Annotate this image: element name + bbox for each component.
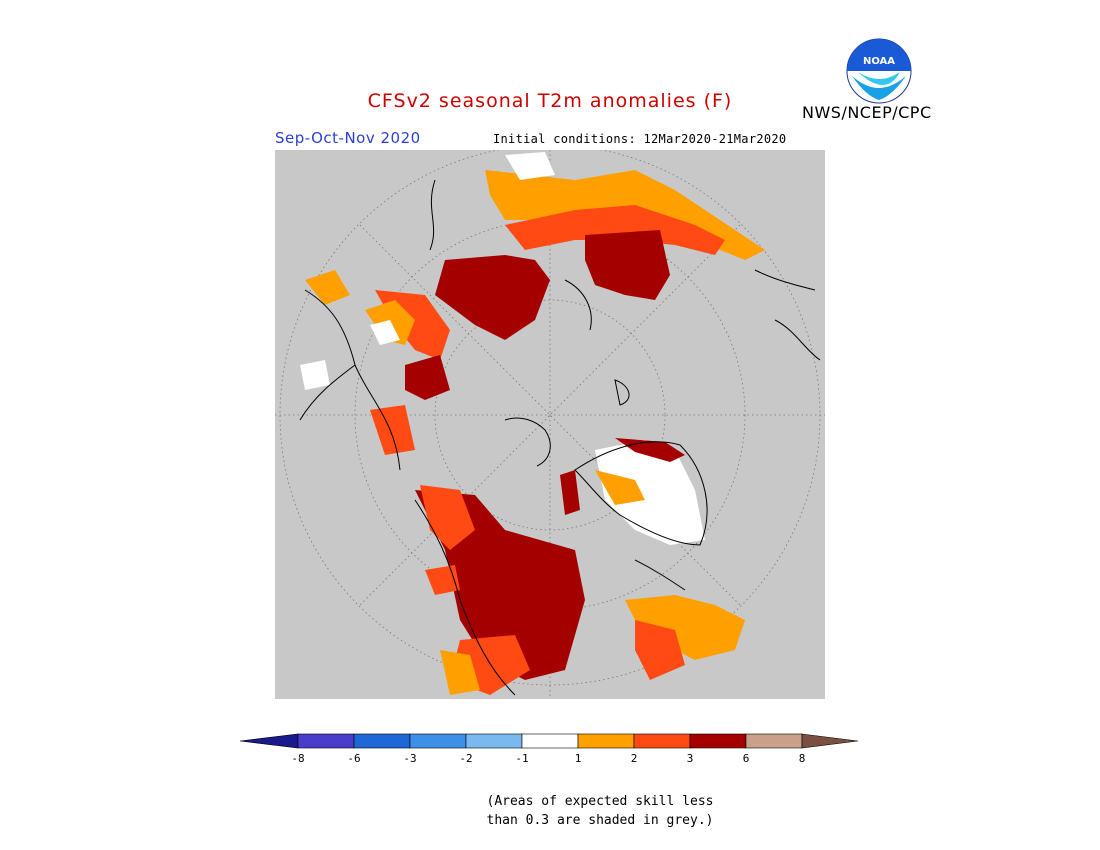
colorbar-bin <box>409 733 467 749</box>
colorbar-tick-label: 1 <box>575 752 582 765</box>
colorbar-bin <box>465 733 523 749</box>
colorbar-tick-label: -2 <box>459 752 472 765</box>
colorbar-tick-label: 6 <box>743 752 750 765</box>
skill-note: (Areas of expected skill less than 0.3 a… <box>470 792 730 830</box>
skill-note-line-2: than 0.3 are shaded in grey.) <box>486 813 714 828</box>
colorbar-tick-label: -1 <box>515 752 528 765</box>
colorbar-bin <box>633 733 691 749</box>
colorbar-tick-label: 2 <box>631 752 638 765</box>
colorbar-tick-label: 8 <box>799 752 806 765</box>
coastlines <box>299 179 821 696</box>
anomaly-patches <box>300 152 765 695</box>
anomaly-white-mediterranean <box>370 320 400 345</box>
noaa-logo-text: NOAA <box>863 56 895 67</box>
colorbar-bin <box>521 733 579 749</box>
skill-note-line-1: (Areas of expected skill less <box>486 794 714 809</box>
noaa-logo: NOAA <box>846 38 912 104</box>
initial-conditions-label: Initial conditions: 12Mar2020-21Mar2020 <box>493 132 787 146</box>
polar-map <box>275 150 825 699</box>
colorbar-bin <box>353 733 411 749</box>
anomaly-orange-africa-nw <box>305 270 350 305</box>
colorbar-legend: -8 -6 -3 -2 -1 1 2 3 6 8 <box>239 733 859 765</box>
colorbar-bin <box>297 733 355 749</box>
anomaly-red-africa <box>370 405 415 455</box>
colorbar-bin <box>801 733 859 749</box>
anomaly-orange-europe <box>625 595 745 660</box>
colorbar-bin <box>577 733 635 749</box>
anomaly-darkred-siberia <box>585 230 670 300</box>
colorbar-tick-label: -8 <box>291 752 304 765</box>
season-label: Sep-Oct-Nov 2020 <box>275 129 421 147</box>
colorbar-tick-label: -6 <box>347 752 360 765</box>
colorbar-bin <box>689 733 747 749</box>
colorbar-bin <box>745 733 803 749</box>
anomaly-darkred-central-asia <box>435 255 550 340</box>
anomaly-darkred-canada-arctic <box>560 470 580 515</box>
anomaly-red-north-america <box>420 485 475 550</box>
anomaly-darkred-greenland-edge <box>615 438 685 462</box>
chart-title: CFSv2 seasonal T2m anomalies (F) <box>367 90 733 112</box>
colorbar-bin <box>239 733 299 749</box>
anomaly-white-africa <box>300 360 330 390</box>
anomaly-red-europe <box>635 620 685 680</box>
anomaly-white-pacific-top <box>505 152 555 180</box>
colorbar-tick-label: -3 <box>403 752 416 765</box>
anomaly-orange-mexico <box>440 650 480 695</box>
anomaly-white-greenland <box>595 440 705 545</box>
colorbar-tick-label: 3 <box>687 752 694 765</box>
anomaly-darkred-arabia <box>405 355 450 400</box>
anomaly-orange-greenland <box>595 470 645 505</box>
anomaly-red-asia-band <box>505 205 725 255</box>
agency-label: NWS/NCEP/CPC <box>802 103 932 122</box>
